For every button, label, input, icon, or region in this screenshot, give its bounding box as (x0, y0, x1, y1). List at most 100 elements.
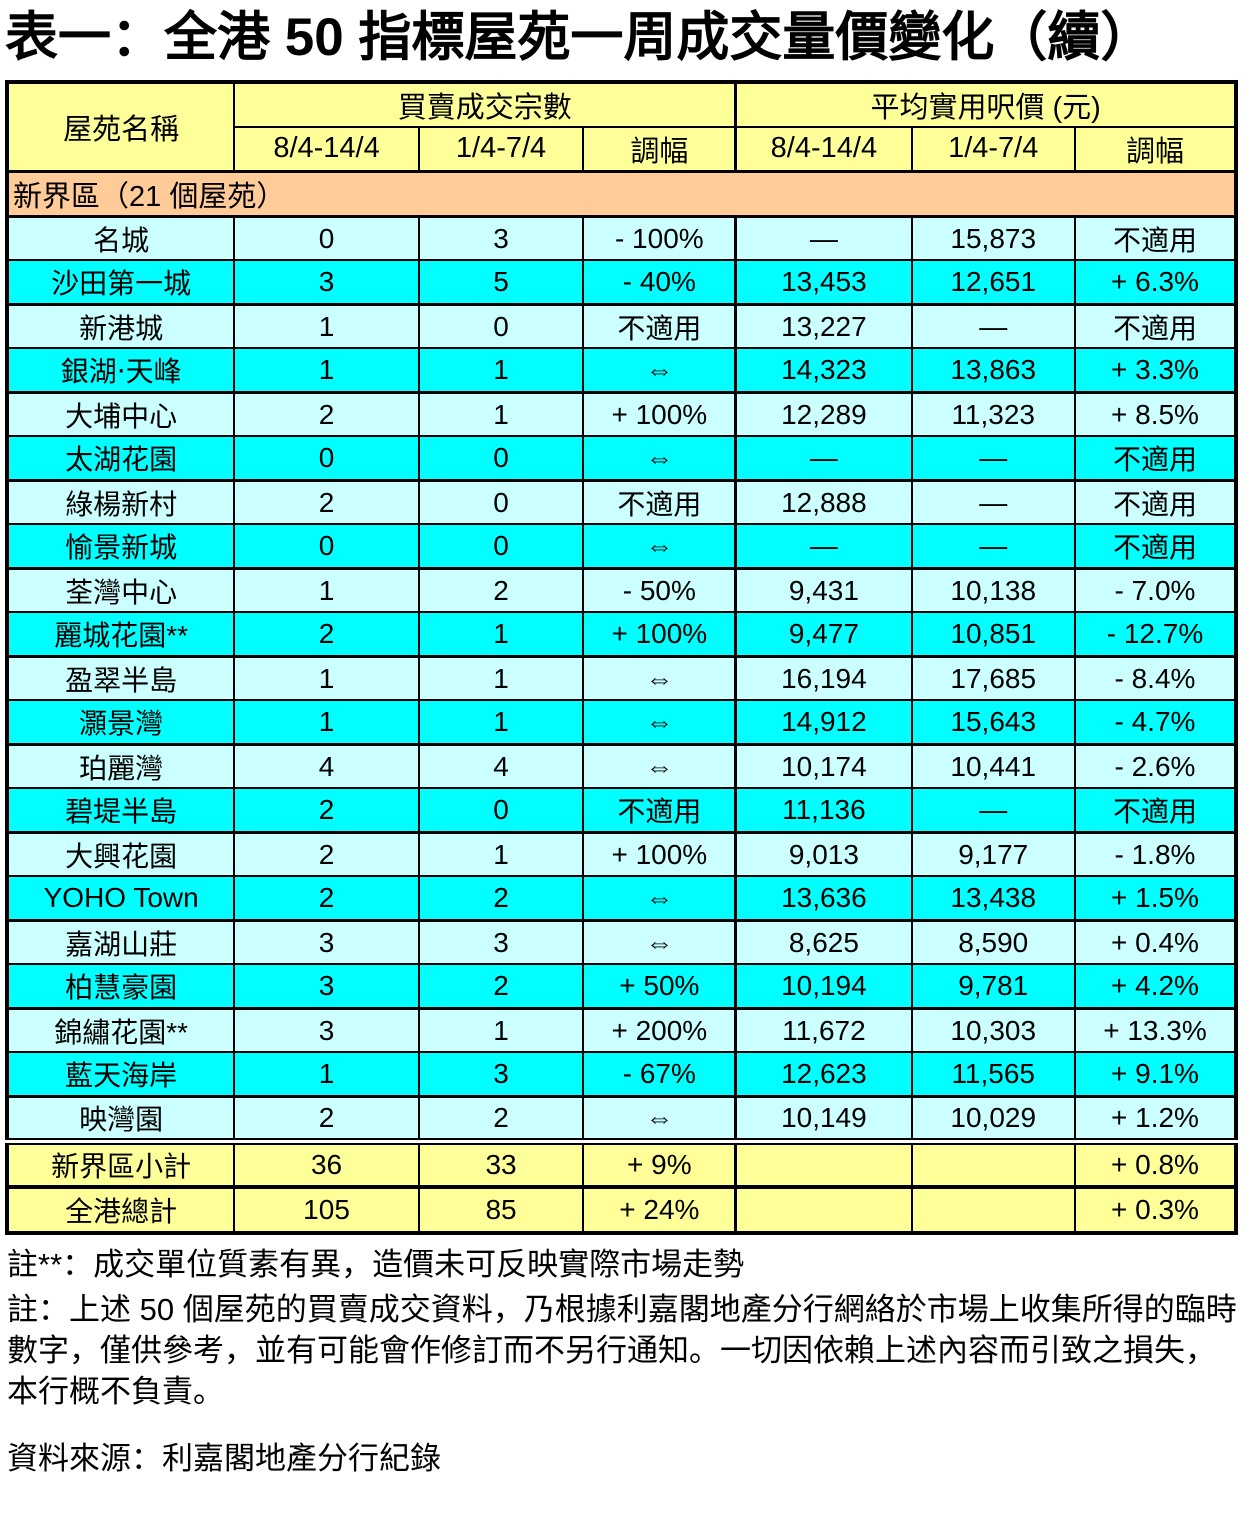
page: 表一：全港 50 指標屋苑一周成交量價變化（續） 屋苑名稱 買賣成交宗數 平均實… (5, 8, 1238, 1476)
volume-change-cell: 不適用 (582, 303, 737, 350)
volume-current-cell: 2 (233, 875, 420, 922)
table-row: 大埔中心 2 1 + 100% 12,289 11,323 + 8.5% (5, 391, 1238, 438)
price-previous-cell: 13,438 (910, 875, 1076, 922)
section-header-label: 新界區（21 個屋苑） (6, 169, 1237, 218)
price-previous-cell: 10,303 (910, 1007, 1076, 1054)
price-previous-cell: 15,873 (910, 215, 1076, 262)
page-title: 表一：全港 50 指標屋苑一周成交量價變化（續） (5, 8, 1154, 67)
price-change-cell: 不適用 (1073, 215, 1238, 262)
volume-change-cell: + 100% (582, 611, 737, 658)
price-change-cell: 不適用 (1073, 523, 1238, 570)
table-row: 綠楊新村 2 0 不適用 12,888 — 不適用 (5, 479, 1238, 526)
price-previous-cell: 11,565 (910, 1051, 1076, 1098)
volume-previous-cell: 2 (417, 875, 585, 922)
table-row: 嘉湖山莊 3 3 ⇔ 8,625 8,590 + 0.4% (5, 919, 1238, 966)
col-group-volume: 買賣成交宗數 (233, 80, 737, 128)
price-current-cell: 16,194 (734, 655, 913, 702)
price-change-cell: - 4.7% (1073, 699, 1238, 746)
estate-name-cell: 錦繡花園** (5, 1007, 236, 1054)
price-previous-cell: 10,138 (910, 567, 1076, 614)
total-price-change: + 0.3% (1073, 1185, 1238, 1235)
price-previous-cell: 17,685 (910, 655, 1076, 702)
subtotal-price-change: + 0.8% (1073, 1137, 1238, 1189)
price-current-cell: 13,453 (734, 259, 913, 306)
price-current-cell: 12,289 (734, 391, 913, 438)
volume-previous-cell: 3 (417, 215, 585, 262)
price-previous-cell: 10,851 (910, 611, 1076, 658)
volume-current-cell: 1 (233, 303, 420, 350)
volume-previous-cell: 1 (417, 655, 585, 702)
header-group-row: 屋苑名稱 買賣成交宗數 平均實用呎價 (元) (5, 80, 1238, 173)
total-price-previous (910, 1185, 1076, 1235)
volume-change-cell: ⇔ (582, 347, 737, 394)
volume-change-cell: ⇔ (582, 699, 737, 746)
volume-current-cell: 0 (233, 435, 420, 482)
table-row: 愉景新城 0 0 ⇔ — — 不適用 (5, 523, 1238, 570)
price-current-cell: 13,227 (734, 303, 913, 350)
volume-change-cell: ⇔ (582, 919, 737, 966)
volume-previous-cell: 0 (417, 479, 585, 526)
table-row: 麗城花園** 2 1 + 100% 9,477 10,851 - 12.7% (5, 611, 1238, 658)
estate-name-cell: 映灣園 (5, 1095, 236, 1143)
volume-change-cell: ⇔ (582, 655, 737, 702)
volume-previous-cell: 4 (417, 743, 585, 790)
col-header-volume-change: 調幅 (582, 125, 737, 173)
estate-name-cell: 灝景灣 (5, 699, 236, 746)
estate-name-cell: YOHO Town (5, 875, 236, 922)
total-volume-previous: 85 (417, 1185, 585, 1235)
estate-name-cell: 愉景新城 (5, 523, 236, 570)
total-price-current (734, 1185, 913, 1235)
volume-current-cell: 2 (233, 787, 420, 834)
subtotal-volume-previous: 33 (417, 1137, 585, 1189)
estate-rows: 名城 0 3 - 100% — 15,873 不適用 沙田第一城 3 5 - 4… (5, 215, 1238, 1143)
volume-change-cell: - 40% (582, 259, 737, 306)
volume-current-cell: 2 (233, 479, 420, 526)
price-change-cell: - 8.4% (1073, 655, 1238, 702)
price-current-cell: 11,672 (734, 1007, 913, 1054)
volume-previous-cell: 1 (417, 391, 585, 438)
volume-current-cell: 3 (233, 1007, 420, 1054)
estate-name-cell: 大興花園 (5, 831, 236, 878)
table-row: 名城 0 3 - 100% — 15,873 不適用 (5, 215, 1238, 262)
volume-current-cell: 2 (233, 1095, 420, 1143)
volume-change-cell: - 50% (582, 567, 737, 614)
price-previous-cell: 9,781 (910, 963, 1076, 1010)
estate-name-cell: 綠楊新村 (5, 479, 236, 526)
volume-previous-cell: 1 (417, 831, 585, 878)
volume-current-cell: 2 (233, 831, 420, 878)
volume-change-cell: + 100% (582, 391, 737, 438)
price-change-cell: + 4.2% (1073, 963, 1238, 1010)
price-previous-cell: 11,323 (910, 391, 1076, 438)
col-header-volume-previous: 1/4-7/4 (417, 125, 585, 173)
estate-table: 屋苑名稱 買賣成交宗數 平均實用呎價 (元) 8/4-14/4 1/4-7/4 … (5, 79, 1238, 1236)
price-current-cell: 14,912 (734, 699, 913, 746)
volume-current-cell: 2 (233, 391, 420, 438)
estate-name-cell: 碧堤半島 (5, 787, 236, 834)
table-row: 荃灣中心 1 2 - 50% 9,431 10,138 - 7.0% (5, 567, 1238, 614)
volume-previous-cell: 0 (417, 523, 585, 570)
price-current-cell: — (734, 215, 913, 262)
estate-name-cell: 銀湖‧天峰 (5, 347, 236, 394)
estate-name-cell: 荃灣中心 (5, 567, 236, 614)
table-row: 柏慧豪園 3 2 + 50% 10,194 9,781 + 4.2% (5, 963, 1238, 1010)
subtotal-price-current (734, 1137, 913, 1189)
volume-previous-cell: 0 (417, 303, 585, 350)
price-previous-cell: — (910, 303, 1076, 350)
volume-current-cell: 2 (233, 611, 420, 658)
volume-previous-cell: 3 (417, 919, 585, 966)
estate-name-cell: 大埔中心 (5, 391, 236, 438)
total-row: 全港總計 105 85 + 24% + 0.3% (5, 1185, 1238, 1235)
volume-change-cell: ⇔ (582, 523, 737, 570)
estate-name-cell: 盈翠半島 (5, 655, 236, 702)
price-change-cell: - 7.0% (1073, 567, 1238, 614)
price-change-cell: 不適用 (1073, 435, 1238, 482)
price-change-cell: - 12.7% (1073, 611, 1238, 658)
table-row: 灝景灣 1 1 ⇔ 14,912 15,643 - 4.7% (5, 699, 1238, 746)
volume-previous-cell: 1 (417, 699, 585, 746)
table-row: 錦繡花園** 3 1 + 200% 11,672 10,303 + 13.3% (5, 1007, 1238, 1054)
volume-change-cell: - 67% (582, 1051, 737, 1098)
estate-name-cell: 名城 (5, 215, 236, 262)
volume-previous-cell: 2 (417, 1095, 585, 1143)
total-volume-change: + 24% (582, 1185, 737, 1235)
estate-name-cell: 嘉湖山莊 (5, 919, 236, 966)
